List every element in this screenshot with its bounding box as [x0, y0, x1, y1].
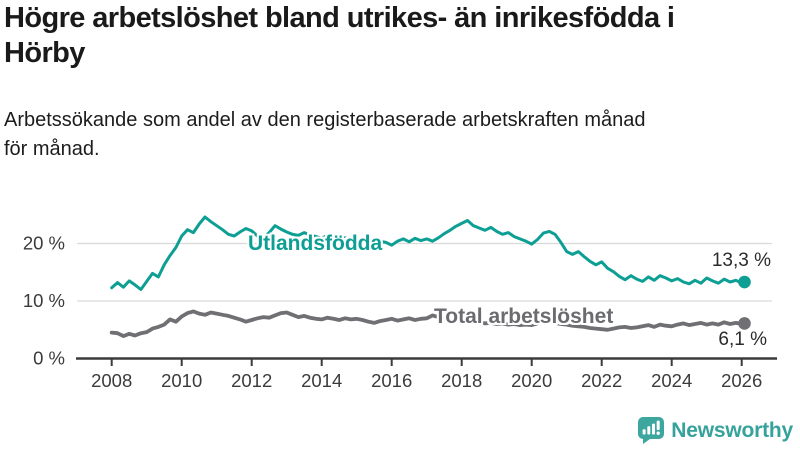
chart-subtitle-line2: för månad. [4, 138, 100, 160]
newsworthy-logo: Newsworthy [638, 417, 793, 444]
x-tick-label-2016: 2016 [371, 370, 412, 391]
x-tick-label-2008: 2008 [91, 370, 132, 391]
series-line-total-arbetsloshet [109, 309, 747, 339]
y-tick-label-0: 0 % [33, 348, 65, 369]
series-label-total-arbetsloshet: Total arbetslöshet [434, 305, 614, 328]
chart-subtitle: Arbetssökande som andel av den registerb… [4, 106, 784, 164]
newsworthy-logo-text: Newsworthy [671, 418, 793, 442]
series-line-utlandsfodda [110, 215, 746, 291]
chart-title: Högre arbetslöshet bland utrikes- än inr… [4, 1, 784, 71]
x-tick-label-2014: 2014 [301, 370, 342, 391]
x-tick-label-2024: 2024 [651, 370, 692, 391]
chart-subtitle-line1: Arbetssökande som andel av den registerb… [4, 109, 646, 131]
y-tick-label-10: 10 % [23, 290, 65, 311]
chart-title-line1: Högre arbetslöshet bland utrikes- än inr… [4, 2, 675, 34]
series-end-dot-total-arbetsloshet [738, 317, 751, 330]
x-tick-label-2018: 2018 [441, 370, 482, 391]
series-end-dot-utlandsfodda [738, 275, 751, 289]
x-tick-label-2020: 2020 [511, 370, 552, 391]
x-tick-label-2022: 2022 [581, 370, 622, 391]
x-tick-label-2010: 2010 [161, 370, 202, 391]
y-tick-label-20: 20 % [23, 233, 65, 254]
x-tick-label-2026: 2026 [721, 370, 762, 391]
end-value-total-arbetsloshet: 6,1 % [718, 329, 767, 350]
series-label-utlandsfodda: Utlandsfödda [248, 232, 383, 255]
x-tick-label-2012: 2012 [231, 370, 272, 391]
newsworthy-logo-icon [638, 417, 665, 444]
chart-title-line2: Hörby [4, 37, 85, 69]
end-value-utlandsfodda: 13,3 % [711, 250, 771, 271]
